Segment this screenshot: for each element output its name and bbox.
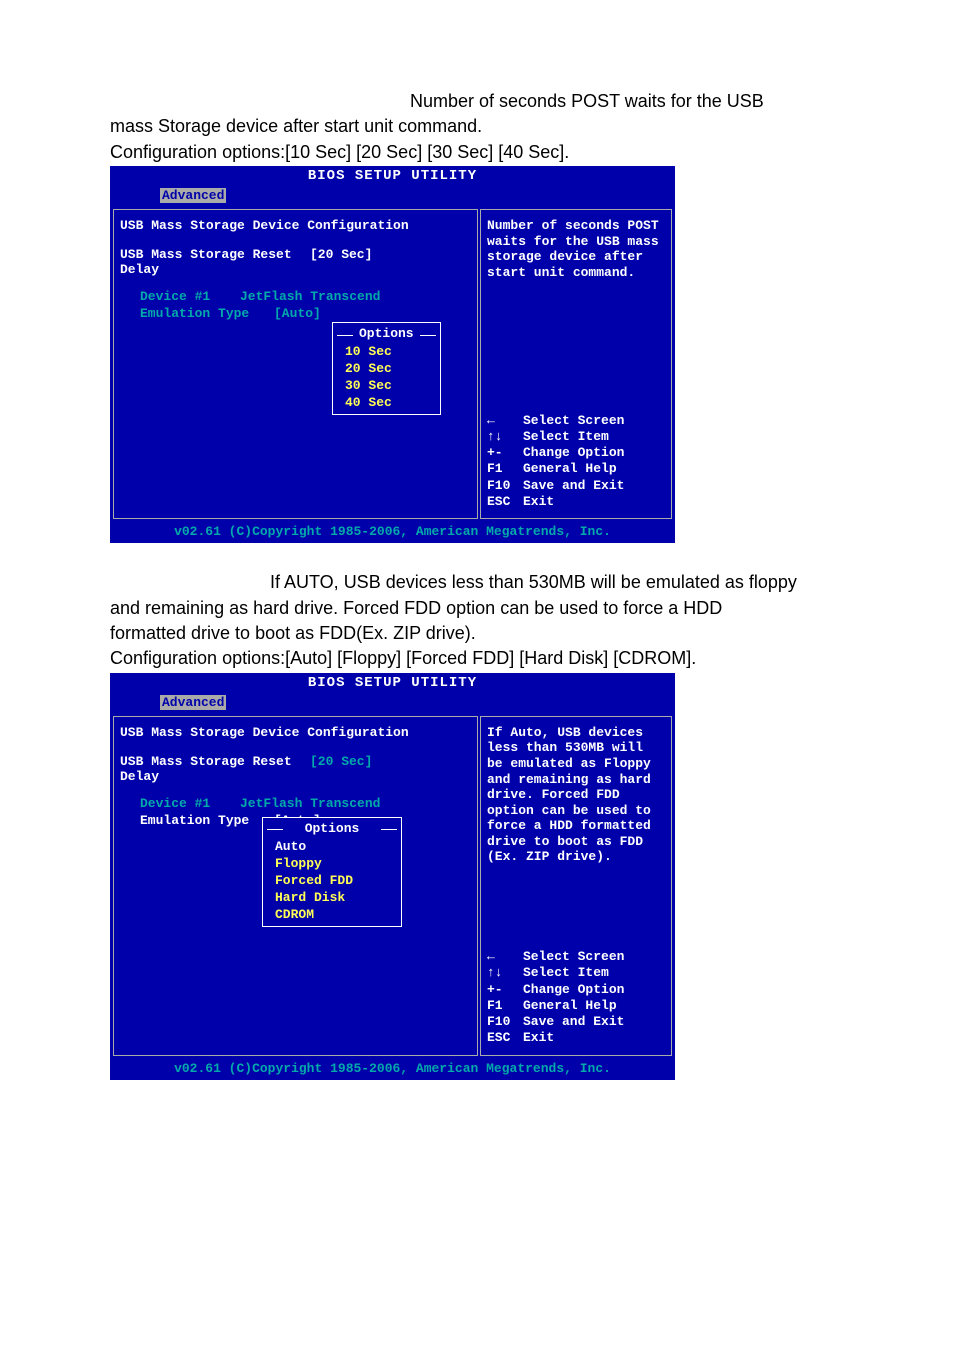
bios-title: BIOS SETUP UTILITY	[110, 166, 675, 186]
option-auto[interactable]: Auto	[263, 838, 401, 855]
bios-main-panel-2: USB Mass Storage Device Configuration US…	[113, 716, 478, 1056]
intro-text-1b: mass Storage device after start unit com…	[110, 115, 844, 138]
setting-device-2: Device #1 JetFlash Transcend	[120, 796, 471, 811]
bios-tab-advanced-2[interactable]: Advanced	[160, 695, 226, 710]
bios-section-title-2: USB Mass Storage Device Configuration	[120, 725, 471, 740]
bios-section-title: USB Mass Storage Device Configuration	[120, 218, 471, 233]
help-text-2: If Auto, USB devices less than 530MB wil…	[487, 725, 665, 865]
nav-help: ←Select Screen ↑↓Select Item +-Change Op…	[487, 413, 665, 511]
config-options-1: Configuration options:[10 Sec] [20 Sec] …	[110, 141, 844, 164]
option-10sec[interactable]: 10 Sec	[333, 343, 440, 360]
option-forcedfdd[interactable]: Forced FDD	[263, 872, 401, 889]
bios-title-2: BIOS SETUP UTILITY	[110, 673, 675, 693]
setting-device: Device #1 JetFlash Transcend	[120, 289, 471, 304]
setting-reset-delay[interactable]: USB Mass Storage Reset Delay [20 Sec]	[120, 247, 471, 277]
option-40sec[interactable]: 40 Sec	[333, 394, 440, 411]
device-value: JetFlash Transcend	[240, 289, 380, 304]
intro-text-2a: If AUTO, USB devices less than 530MB wil…	[270, 572, 797, 592]
reset-delay-label-2: USB Mass Storage Reset Delay	[120, 754, 310, 784]
reset-delay-label: USB Mass Storage Reset Delay	[120, 247, 310, 277]
bios-tab-advanced[interactable]: Advanced	[160, 188, 226, 203]
bios-help-panel: Number of seconds POST waits for the USB…	[480, 209, 672, 519]
bios-footer: v02.61 (C)Copyright 1985-2006, American …	[110, 522, 675, 543]
option-30sec[interactable]: 30 Sec	[333, 377, 440, 394]
nav-help-2: ←Select Screen ↑↓Select Item +-Change Op…	[487, 949, 665, 1047]
bios-help-panel-2: If Auto, USB devices less than 530MB wil…	[480, 716, 672, 1056]
setting-emtype[interactable]: Emulation Type [Auto]	[120, 306, 471, 321]
bios-screenshot-1: BIOS SETUP UTILITY Advanced USB Mass Sto…	[110, 166, 675, 543]
option-cdrom[interactable]: CDROM	[263, 906, 401, 923]
options-popup-1[interactable]: Options 10 Sec 20 Sec 30 Sec 40 Sec	[332, 322, 441, 415]
setting-reset-delay-2[interactable]: USB Mass Storage Reset Delay [20 Sec]	[120, 754, 471, 784]
help-text-1: Number of seconds POST waits for the USB…	[487, 218, 665, 280]
options-title: Options	[333, 326, 440, 343]
intro-text-1a: Number of seconds POST waits for the USB	[410, 91, 764, 111]
device-value-2: JetFlash Transcend	[240, 796, 380, 811]
option-floppy[interactable]: Floppy	[263, 855, 401, 872]
option-harddisk[interactable]: Hard Disk	[263, 889, 401, 906]
options-popup-2[interactable]: Options Auto Floppy Forced FDD Hard Disk…	[262, 817, 402, 927]
option-20sec[interactable]: 20 Sec	[333, 360, 440, 377]
reset-delay-value: [20 Sec]	[310, 247, 372, 277]
emtype-value: [Auto]	[274, 306, 321, 321]
reset-delay-value-2: [20 Sec]	[310, 754, 372, 784]
intro-text-2c: formatted drive to boot as FDD(Ex. ZIP d…	[110, 622, 844, 645]
bios-footer-2: v02.61 (C)Copyright 1985-2006, American …	[110, 1059, 675, 1080]
options-title-2: Options	[263, 821, 401, 838]
bios-main-panel: USB Mass Storage Device Configuration US…	[113, 209, 478, 519]
config-options-2: Configuration options:[Auto] [Floppy] [F…	[110, 647, 844, 670]
intro-text-2b: and remaining as hard drive. Forced FDD …	[110, 597, 844, 620]
bios-screenshot-2: BIOS SETUP UTILITY Advanced USB Mass Sto…	[110, 673, 675, 1080]
